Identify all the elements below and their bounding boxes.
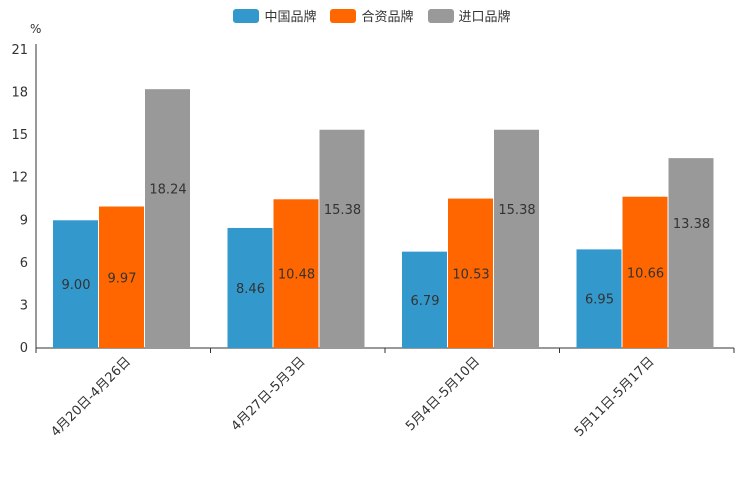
bar-1-0 [99,206,144,348]
legend-item-china-brand[interactable]: 中国品牌 [233,6,316,25]
bar-0-2 [402,251,447,348]
bar-2-2 [494,129,539,348]
bar-2-3 [668,158,714,348]
legend-item-joint-venture-brand[interactable]: 合资品牌 [330,6,414,25]
bar-1-3 [622,196,668,348]
legend-swatch-china [233,8,260,23]
bar-value-label-1-0: 9.97 [108,271,137,286]
bar-value-label-1-2: 10.53 [452,267,489,282]
legend-label-jv: 合资品牌 [361,10,414,25]
x-tick-label-1: 4月27日-5月3日 [229,354,309,434]
bar-value-label-0-2: 6.79 [411,294,440,309]
x-tick-label-3: 5月11日-5月17日 [572,354,658,440]
bar-1-1 [273,199,319,348]
bar-value-label-0-3: 6.95 [585,293,614,308]
bar-0-0 [53,220,98,348]
legend-label-import: 进口品牌 [458,10,511,25]
legend-swatch-jv [330,8,357,23]
y-tick-label-2: 6 [20,256,28,271]
legend-label-china: 中国品牌 [264,10,317,25]
legend-swatch-import [427,8,454,23]
bar-value-label-1-1: 10.48 [278,268,315,283]
y-tick-label-5: 15 [11,128,28,143]
y-tick-label-6: 18 [11,86,28,101]
x-tick-label-2: 5月4日-5月10日 [403,354,483,434]
y-axis-unit: % [30,22,42,36]
x-tick-label-0: 4月20日-4月26日 [48,354,134,440]
bar-value-label-0-0: 9.00 [62,278,91,293]
bar-value-label-2-0: 18.24 [149,183,186,198]
bar-value-label-2-3: 13.38 [673,217,710,232]
y-tick-label-3: 9 [20,213,28,228]
legend: 中国品牌 合资品牌 进口品牌 [0,6,744,25]
bar-0-1 [227,227,273,348]
bar-value-label-0-1: 8.46 [236,282,265,297]
y-tick-label-4: 12 [11,171,28,186]
bar-2-0 [145,89,190,348]
bar-0-3 [576,249,622,348]
bar-1-2 [448,198,493,348]
bar-2-1 [319,129,365,348]
y-tick-label-1: 3 [20,298,28,313]
y-tick-label-7: 21 [11,43,28,58]
y-tick-label-0: 0 [20,341,28,356]
bar-value-label-2-1: 15.38 [324,203,361,218]
legend-item-import-brand[interactable]: 进口品牌 [427,6,511,25]
bar-value-label-2-2: 15.38 [498,203,535,218]
bar-value-label-1-3: 10.66 [627,266,664,281]
